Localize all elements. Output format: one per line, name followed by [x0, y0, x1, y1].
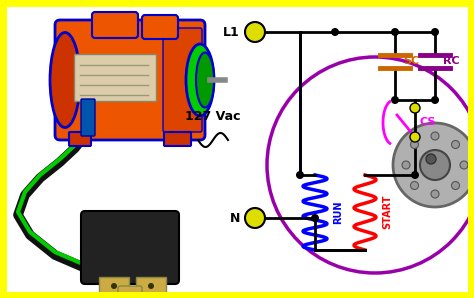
Circle shape	[411, 171, 419, 179]
Text: SC: SC	[403, 56, 419, 66]
Circle shape	[245, 22, 265, 42]
Circle shape	[245, 208, 265, 228]
FancyBboxPatch shape	[118, 286, 142, 298]
FancyBboxPatch shape	[92, 12, 138, 38]
Text: CS: CS	[420, 117, 437, 127]
FancyBboxPatch shape	[164, 132, 191, 146]
Text: 127 Vac: 127 Vac	[185, 110, 241, 123]
Circle shape	[410, 132, 420, 142]
Circle shape	[331, 28, 339, 36]
Circle shape	[452, 140, 459, 148]
Text: START: START	[382, 195, 392, 229]
FancyBboxPatch shape	[99, 277, 129, 294]
FancyBboxPatch shape	[142, 15, 178, 39]
Text: RUN: RUN	[333, 200, 343, 224]
Circle shape	[410, 140, 419, 148]
Circle shape	[111, 283, 117, 289]
Text: RC: RC	[443, 56, 460, 66]
Circle shape	[410, 181, 419, 190]
Circle shape	[431, 28, 439, 36]
Circle shape	[431, 190, 439, 198]
Text: L1: L1	[223, 26, 240, 38]
FancyBboxPatch shape	[163, 28, 202, 132]
Circle shape	[460, 161, 468, 169]
Text: N: N	[229, 212, 240, 224]
FancyBboxPatch shape	[55, 20, 205, 140]
Circle shape	[393, 123, 474, 207]
Circle shape	[452, 181, 459, 190]
Circle shape	[311, 214, 319, 222]
Circle shape	[410, 103, 420, 113]
FancyBboxPatch shape	[81, 211, 179, 284]
Circle shape	[391, 96, 399, 104]
Circle shape	[402, 161, 410, 169]
Circle shape	[431, 132, 439, 140]
Circle shape	[431, 96, 439, 104]
FancyBboxPatch shape	[81, 99, 95, 136]
Circle shape	[148, 283, 154, 289]
Ellipse shape	[50, 32, 80, 128]
FancyBboxPatch shape	[74, 54, 156, 101]
Circle shape	[391, 28, 399, 36]
Circle shape	[426, 154, 436, 164]
FancyBboxPatch shape	[69, 132, 91, 146]
FancyBboxPatch shape	[136, 277, 166, 294]
Circle shape	[420, 150, 450, 180]
Circle shape	[296, 171, 304, 179]
Ellipse shape	[186, 44, 214, 116]
Ellipse shape	[196, 52, 214, 108]
